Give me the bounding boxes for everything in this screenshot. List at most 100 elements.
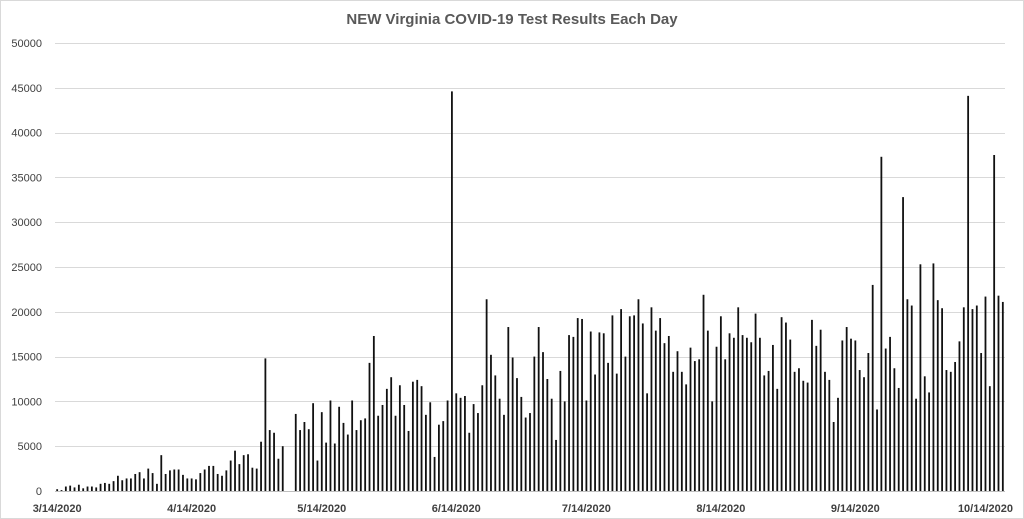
- y-tick-label: 50000: [11, 38, 42, 50]
- bar: [550, 398, 553, 491]
- bar: [481, 385, 484, 491]
- bar: [585, 400, 588, 491]
- bar: [355, 430, 358, 491]
- bar: [381, 404, 384, 491]
- chart-title: NEW Virginia COVID-19 Test Results Each …: [346, 11, 678, 28]
- bar: [659, 318, 662, 491]
- x-tick-label: 3/14/2020: [33, 503, 82, 515]
- bar: [411, 381, 414, 491]
- bar: [798, 368, 800, 491]
- bar: [737, 307, 740, 491]
- bar: [932, 263, 935, 491]
- bar: [689, 347, 692, 491]
- bar: [732, 337, 735, 491]
- bar: [451, 91, 453, 491]
- bar: [429, 402, 432, 491]
- bar: [667, 335, 670, 491]
- bar: [780, 317, 783, 491]
- bar: [329, 400, 332, 491]
- bar: [633, 315, 636, 491]
- y-tick-label: 5000: [18, 441, 42, 453]
- bar: [208, 465, 210, 491]
- bar: [420, 386, 423, 491]
- bar: [359, 420, 362, 491]
- bar: [615, 373, 618, 491]
- bar: [112, 481, 115, 491]
- bar: [563, 401, 566, 491]
- bar: [928, 392, 930, 491]
- y-axis-tick-labels: 0 5000 10000 15000 20000 25000 30000 35000 40000…: [11, 38, 42, 498]
- bar: [485, 299, 488, 491]
- bar: [776, 388, 779, 491]
- bar: [607, 362, 609, 491]
- bar: [346, 434, 349, 491]
- bar: [490, 354, 492, 491]
- bar: [268, 430, 271, 491]
- bar: [260, 441, 262, 491]
- bar: [247, 454, 249, 491]
- bar: [277, 458, 280, 491]
- bar: [524, 417, 527, 491]
- bar: [503, 414, 505, 491]
- bar: [56, 489, 59, 491]
- bar: [77, 484, 80, 491]
- bar: [82, 488, 85, 491]
- bar: [845, 327, 848, 491]
- bar: [880, 156, 883, 492]
- bar: [472, 404, 475, 491]
- bar: [728, 333, 731, 491]
- y-tick-label: 20000: [11, 307, 42, 319]
- bar: [945, 370, 948, 491]
- bar: [134, 473, 137, 491]
- bar: [997, 295, 1000, 491]
- x-tick-label: 7/14/2020: [562, 503, 611, 515]
- bar: [811, 319, 813, 491]
- bar: [507, 327, 510, 491]
- x-tick-label: 8/14/2020: [696, 503, 745, 515]
- bar: [893, 368, 896, 491]
- bar: [988, 386, 991, 491]
- bar: [294, 413, 297, 491]
- bar: [772, 344, 774, 491]
- bar: [459, 397, 462, 491]
- bar: [754, 313, 757, 491]
- bar: [602, 333, 605, 491]
- bar: [446, 400, 449, 491]
- bar: [919, 264, 922, 491]
- x-tick-label: 6/14/2020: [432, 503, 481, 515]
- bar: [182, 474, 184, 491]
- bar: [390, 377, 393, 491]
- bar: [160, 455, 163, 491]
- bar: [815, 345, 818, 491]
- x-tick-label: 4/14/2020: [167, 503, 216, 515]
- bar: [971, 309, 974, 491]
- bar: [251, 467, 254, 491]
- bar: [164, 473, 167, 491]
- bar: [511, 357, 514, 491]
- bar: [273, 432, 275, 491]
- bar: [589, 331, 592, 491]
- bar: [299, 430, 301, 491]
- bar: [867, 353, 870, 491]
- bar: [802, 380, 805, 491]
- bar: [255, 468, 258, 491]
- bar: [884, 348, 887, 491]
- bar: [234, 450, 236, 491]
- bar: [897, 387, 900, 491]
- bar: [576, 318, 579, 491]
- bar: [312, 403, 315, 491]
- bar: [121, 480, 124, 491]
- bar: [841, 340, 844, 491]
- bar: [338, 406, 341, 491]
- bar: [759, 337, 761, 491]
- bar: [212, 465, 215, 491]
- bar: [455, 393, 458, 491]
- bar: [819, 329, 822, 491]
- bar: [915, 398, 917, 491]
- bar: [889, 336, 891, 491]
- y-tick-label: 40000: [11, 128, 42, 140]
- bar: [529, 413, 531, 491]
- bar: [316, 460, 319, 491]
- bar: [559, 370, 562, 491]
